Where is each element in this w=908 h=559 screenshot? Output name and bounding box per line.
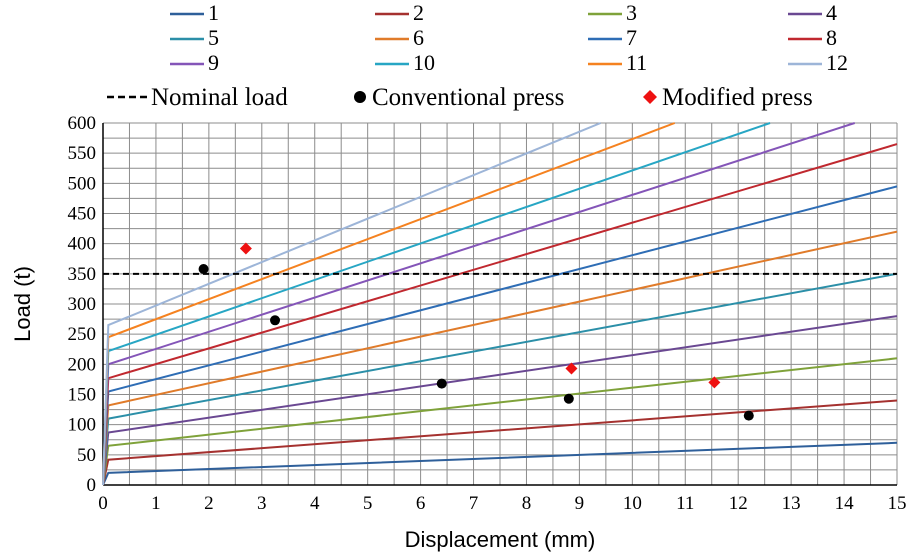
legend-label-modified-press: Modified press [662, 84, 813, 111]
legend-label-3: 3 [626, 0, 637, 25]
x-tick-label: 8 [522, 493, 532, 514]
tick-labels: 0 1 2 3 4 5 6 7 8 9 10 11 12 13 14 15050100150200250300… [68, 113, 907, 514]
legend-label-6: 6 [413, 25, 424, 50]
legend-label-9: 9 [208, 50, 219, 75]
x-tick-label: 9 [575, 493, 585, 514]
conventional-press-point [563, 393, 574, 404]
series-line-12 [102, 122, 601, 486]
x-tick-label: 4 [310, 493, 320, 514]
legend-label-10: 10 [413, 50, 435, 75]
legend-label-12: 12 [826, 50, 848, 75]
modified-press-point [239, 242, 252, 255]
y-tick-label: 500 [68, 173, 97, 194]
markers [198, 242, 754, 421]
x-tick-label: 0 [98, 493, 108, 514]
y-tick-label: 50 [77, 445, 96, 466]
conventional-press-point [743, 410, 754, 421]
axes [102, 123, 897, 486]
legend-label-nominal-load: Nominal load [151, 84, 288, 111]
x-tick-label: 2 [204, 493, 214, 514]
conventional-press-point [436, 378, 447, 389]
y-tick-label: 150 [68, 385, 97, 406]
legend-label-1: 1 [208, 0, 219, 25]
x-tick-label: 5 [363, 493, 373, 514]
x-tick-label: 11 [676, 493, 694, 514]
legend-label-8: 8 [826, 25, 837, 50]
y-tick-label: 200 [68, 354, 97, 375]
legend-label-11: 11 [626, 50, 647, 75]
series-lines [102, 122, 898, 486]
y-tick-label: 100 [68, 415, 97, 436]
modified-press-point [565, 362, 578, 375]
y-tick-label: 300 [68, 294, 97, 315]
x-tick-label: 13 [782, 493, 801, 514]
y-axis-label: Load (t) [10, 266, 35, 342]
x-axis-label: Displacement (mm) [405, 527, 596, 552]
x-tick-label: 15 [888, 493, 907, 514]
legend-swatch-modified-press [643, 90, 657, 104]
x-tick-label: 7 [469, 493, 479, 514]
grid [102, 122, 898, 486]
modified-press-point [708, 376, 721, 389]
x-tick-label: 1 [151, 493, 161, 514]
y-tick-label: 550 [68, 143, 97, 164]
y-tick-label: 400 [68, 234, 97, 255]
y-tick-label: 250 [68, 324, 97, 345]
y-tick-label: 0 [87, 475, 97, 496]
x-tick-label: 6 [416, 493, 426, 514]
legend-label-5: 5 [208, 25, 219, 50]
x-tick-label: 3 [257, 493, 267, 514]
y-tick-label: 450 [68, 204, 97, 225]
x-tick-label: 10 [623, 493, 642, 514]
conventional-press-point [270, 315, 281, 326]
y-tick-label: 350 [68, 264, 97, 285]
legend-label-4: 4 [826, 0, 837, 25]
legend-label-2: 2 [413, 0, 424, 25]
y-tick-label: 600 [68, 113, 97, 134]
legend-swatch-conventional-press [354, 91, 366, 103]
legend-label-7: 7 [626, 25, 637, 50]
conventional-press-point [198, 264, 209, 275]
x-tick-label: 14 [835, 493, 855, 514]
x-tick-label: 12 [729, 493, 748, 514]
legend-label-conventional-press: Conventional press [372, 84, 564, 111]
